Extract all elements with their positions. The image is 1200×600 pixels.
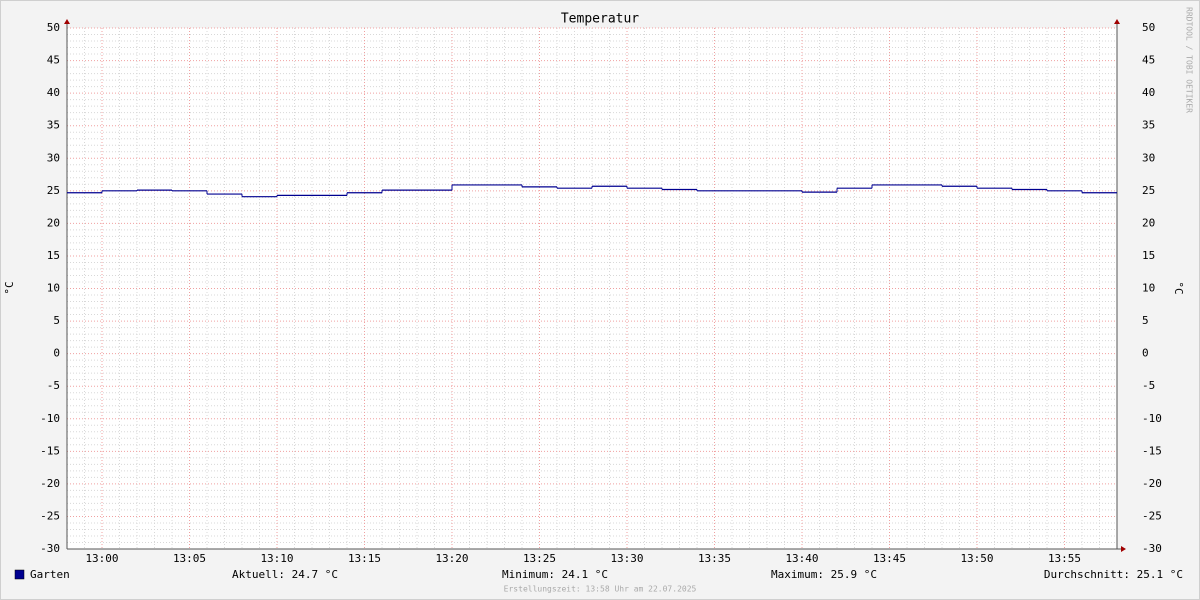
x-tick-label: 13:25 <box>523 552 556 565</box>
x-tick-label: 13:20 <box>435 552 468 565</box>
y-tick-label: -5 <box>47 379 60 392</box>
legend-stat: Minimum: 24.1 °C <box>502 568 608 581</box>
x-tick-label: 13:00 <box>85 552 118 565</box>
y-tick-label: 30 <box>47 151 60 164</box>
y-axis-label: °C <box>3 281 16 294</box>
y-tick-label: -30 <box>40 542 60 555</box>
y2-tick-label: 20 <box>1142 216 1155 229</box>
y2-tick-label: 15 <box>1142 249 1155 262</box>
legend-stat: Durchschnitt: 25.1 °C <box>1044 568 1183 581</box>
y-tick-label: 45 <box>47 54 60 67</box>
watermark: RRDTOOL / TOBI OETIKER <box>1185 7 1194 113</box>
y-tick-label: -10 <box>40 412 60 425</box>
x-tick-label: 13:05 <box>173 552 206 565</box>
y2-tick-label: 5 <box>1142 314 1149 327</box>
axis-arrow <box>64 19 70 24</box>
legend-swatch <box>14 569 25 580</box>
y2-tick-label: 25 <box>1142 184 1155 197</box>
y2-tick-label: 40 <box>1142 86 1155 99</box>
y-tick-label: 50 <box>47 21 60 34</box>
x-tick-label: 13:30 <box>610 552 643 565</box>
y2-tick-label: -20 <box>1142 477 1162 490</box>
y2-tick-label: -5 <box>1142 379 1155 392</box>
y2-tick-label: 10 <box>1142 282 1155 295</box>
y2-tick-label: 30 <box>1142 151 1155 164</box>
chart-title: Temperatur <box>561 12 639 27</box>
y-tick-label: 10 <box>47 282 60 295</box>
axis-arrow <box>1114 19 1120 24</box>
x-tick-label: 13:40 <box>785 552 818 565</box>
y-tick-label: 0 <box>53 347 60 360</box>
y2-tick-label: 35 <box>1142 119 1155 132</box>
y2-tick-label: 50 <box>1142 21 1155 34</box>
legend-stat: Aktuell: 24.7 °C <box>232 568 338 581</box>
legend-stat: Maximum: 25.9 °C <box>771 568 877 581</box>
y2-tick-label: -30 <box>1142 542 1162 555</box>
y2-tick-label: -15 <box>1142 444 1162 457</box>
x-tick-label: 13:10 <box>260 552 293 565</box>
x-tick-label: 13:55 <box>1048 552 1081 565</box>
y2-tick-label: 0 <box>1142 347 1149 360</box>
y2-tick-label: -10 <box>1142 412 1162 425</box>
y-tick-label: 40 <box>47 86 60 99</box>
y-tick-label: -15 <box>40 444 60 457</box>
y-tick-label: 5 <box>53 314 60 327</box>
y2-axis-label: °C <box>1172 281 1185 294</box>
y-tick-label: 25 <box>47 184 60 197</box>
y-tick-label: -25 <box>40 509 60 522</box>
footer: Erstellungszeit: 13:58 Uhr am 22.07.2025 <box>504 585 697 594</box>
legend-label: Garten <box>30 568 70 581</box>
x-tick-label: 13:15 <box>348 552 381 565</box>
y2-tick-label: -25 <box>1142 509 1162 522</box>
y2-tick-label: 45 <box>1142 54 1155 67</box>
y-tick-label: -20 <box>40 477 60 490</box>
x-tick-label: 13:50 <box>960 552 993 565</box>
x-tick-label: 13:45 <box>873 552 906 565</box>
y-tick-label: 35 <box>47 119 60 132</box>
y-tick-label: 20 <box>47 216 60 229</box>
y-tick-label: 15 <box>47 249 60 262</box>
x-tick-label: 13:35 <box>698 552 731 565</box>
axis-arrow <box>1121 546 1126 552</box>
